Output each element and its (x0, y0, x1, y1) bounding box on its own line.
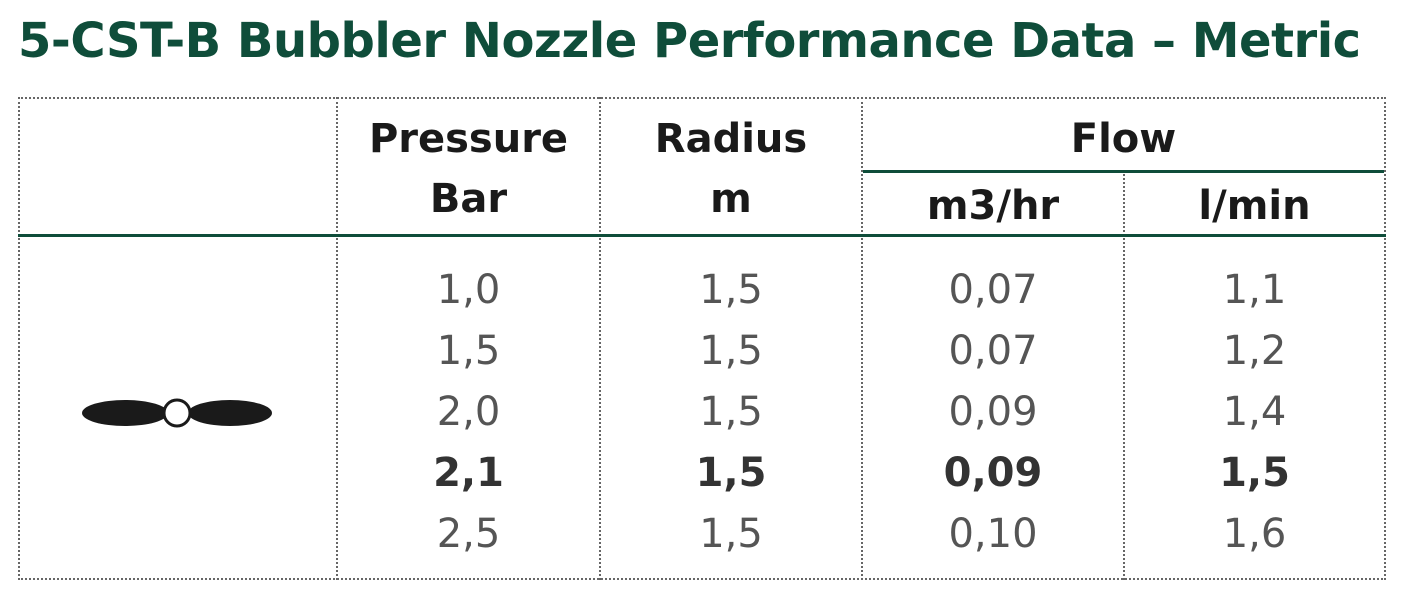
header-pressure-label: Pressure (368, 116, 569, 162)
header-pressure: Pressure Bar (338, 117, 599, 221)
cell-radius: 1,5 (699, 511, 763, 557)
header-radius-unit: m (710, 176, 752, 222)
cell-m3hr: 0,07 (948, 328, 1038, 374)
cell-radius: 1,5 (699, 389, 763, 435)
table-border-top (18, 97, 1386, 99)
cell-m3hr: 0,09 (948, 389, 1038, 435)
table-border-bottom (18, 578, 1386, 580)
header-flow-m3hr: m3/hr (926, 183, 1060, 229)
flow-underline (863, 170, 1384, 173)
performance-table: Pressure Bar Radius m Flow m3/hr l/min 1… (18, 97, 1386, 580)
cell-radius: 1,5 (699, 328, 763, 374)
cell-lmin: 1,1 (1222, 267, 1287, 313)
column-divider (336, 97, 338, 580)
column-divider (1123, 171, 1125, 580)
header-radius-label: Radius (654, 116, 808, 162)
header-radius: Radius m (601, 117, 861, 221)
table-border-right (1384, 97, 1386, 580)
cell-lmin: 1,6 (1222, 511, 1287, 557)
cell-pressure: 2,5 (436, 511, 501, 557)
column-divider (861, 97, 863, 580)
header-flow: Flow (1070, 116, 1177, 162)
cell-radius: 1,5 (699, 267, 763, 313)
cell-lmin: 1,2 (1222, 328, 1287, 374)
bubbler-spray-pattern-icon (82, 398, 272, 428)
cell-radius: 1,5 (695, 450, 767, 496)
cell-m3hr: 0,09 (943, 450, 1043, 496)
cell-m3hr: 0,10 (948, 511, 1038, 557)
cell-pressure: 1,5 (436, 328, 501, 374)
cell-lmin: 1,5 (1219, 450, 1290, 496)
cell-pressure: 2,1 (433, 450, 504, 496)
column-divider (599, 97, 601, 580)
header-pressure-unit: Bar (429, 176, 508, 222)
header-flow-lmin: l/min (1198, 183, 1311, 229)
header-rule (18, 234, 1386, 237)
cell-lmin: 1,4 (1222, 389, 1287, 435)
page-title: 5-CST-B Bubbler Nozzle Performance Data … (18, 13, 1361, 69)
cell-pressure: 1,0 (436, 267, 501, 313)
table-border-left (18, 97, 20, 580)
cell-pressure: 2,0 (436, 389, 501, 435)
cell-m3hr: 0,07 (948, 267, 1038, 313)
